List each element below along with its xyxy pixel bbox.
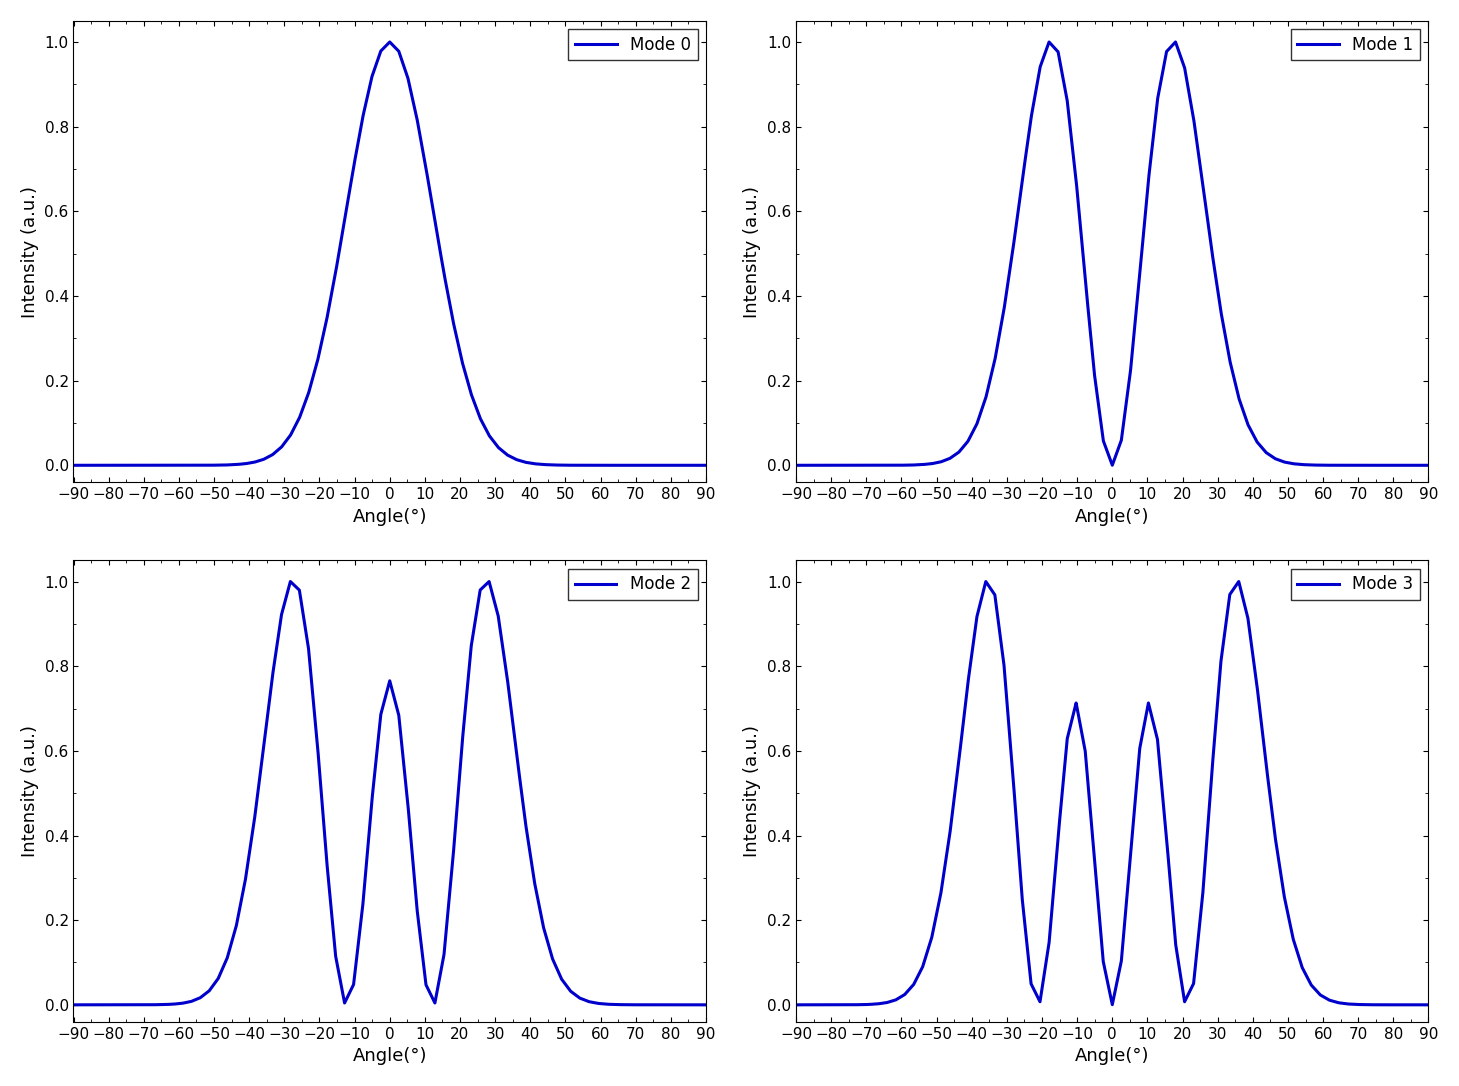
Y-axis label: Intensity (a.u.): Intensity (a.u.) [20, 186, 39, 317]
Legend: Mode 3: Mode 3 [1291, 569, 1420, 601]
Legend: Mode 0: Mode 0 [568, 29, 697, 61]
Y-axis label: Intensity (a.u.): Intensity (a.u.) [20, 725, 39, 857]
Y-axis label: Intensity (a.u.): Intensity (a.u.) [744, 186, 762, 317]
X-axis label: Angle(°): Angle(°) [353, 1047, 427, 1065]
X-axis label: Angle(°): Angle(°) [1075, 507, 1150, 526]
Y-axis label: Intensity (a.u.): Intensity (a.u.) [744, 725, 762, 857]
X-axis label: Angle(°): Angle(°) [353, 507, 427, 526]
X-axis label: Angle(°): Angle(°) [1075, 1047, 1150, 1065]
Legend: Mode 2: Mode 2 [568, 569, 697, 601]
Legend: Mode 1: Mode 1 [1291, 29, 1420, 61]
